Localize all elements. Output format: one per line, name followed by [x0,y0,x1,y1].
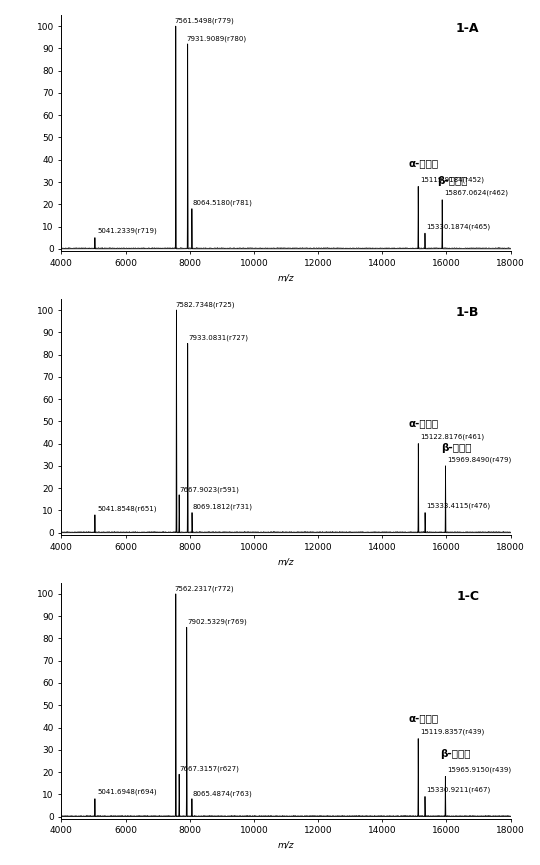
Text: 8065.4874(r763): 8065.4874(r763) [193,790,252,797]
Text: 7561.5498(r779): 7561.5498(r779) [175,17,234,24]
Text: 15330.9211(r467): 15330.9211(r467) [427,786,491,793]
Text: 5041.6948(r694): 5041.6948(r694) [98,789,157,796]
Text: 7667.3157(r627): 7667.3157(r627) [180,766,240,772]
Text: 1-C: 1-C [456,590,479,603]
Text: β-珠蛋白: β-珠蛋白 [441,443,471,452]
Text: 7902.5329(r769): 7902.5329(r769) [187,618,247,625]
Text: 15969.8490(r479): 15969.8490(r479) [447,456,511,463]
Text: 8069.1812(r731): 8069.1812(r731) [193,504,253,510]
Text: 15122.8176(r461): 15122.8176(r461) [420,433,484,440]
Text: 15119.8357(r439): 15119.8357(r439) [420,729,484,735]
Text: 15333.4115(r476): 15333.4115(r476) [427,503,491,509]
Text: 7562.2317(r772): 7562.2317(r772) [175,586,234,592]
Text: β-珠蛋白: β-珠蛋白 [437,176,468,187]
Text: 15965.9150(r439): 15965.9150(r439) [447,766,511,773]
Text: 7933.0831(r727): 7933.0831(r727) [188,335,248,341]
Text: α-珠蛋白: α-珠蛋白 [409,418,439,428]
Text: 5041.8548(r651): 5041.8548(r651) [98,505,157,511]
Text: β-珠蛋白: β-珠蛋白 [441,749,471,759]
Text: 15867.0624(r462): 15867.0624(r462) [444,190,508,196]
Text: 1-B: 1-B [456,306,479,319]
Text: α-珠蛋白: α-珠蛋白 [409,713,438,723]
Text: 7931.9089(r780): 7931.9089(r780) [187,35,247,42]
Text: 7667.9023(r591): 7667.9023(r591) [180,486,240,492]
X-axis label: m/z: m/z [278,841,294,850]
Text: 1-A: 1-A [456,22,479,35]
Text: 15330.1874(r465): 15330.1874(r465) [427,223,491,230]
Text: 7582.7348(r725): 7582.7348(r725) [176,301,235,308]
X-axis label: m/z: m/z [278,557,294,566]
Text: α-珠蛋白: α-珠蛋白 [409,158,438,169]
X-axis label: m/z: m/z [278,273,294,282]
Text: 5041.2339(r719): 5041.2339(r719) [97,227,157,234]
Text: 15119.9184(r452): 15119.9184(r452) [420,176,484,183]
Text: 8064.5180(r781): 8064.5180(r781) [193,200,252,207]
